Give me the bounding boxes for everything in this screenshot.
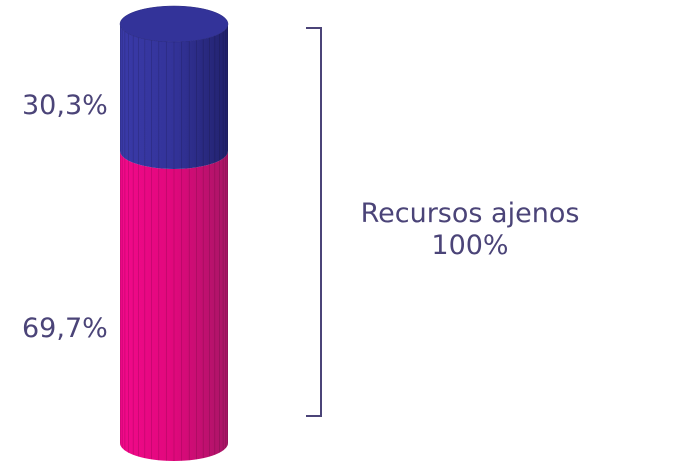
cylinder-top-cap [119,5,229,43]
cylinder-segment-1 [120,150,228,461]
total-label: Recursos ajenos 100% [360,198,580,263]
total-label-line2: 100% [431,230,509,262]
total-bracket [306,27,322,417]
cylinder-segment-2 [120,24,228,169]
data-label-series-2: 30,3% [22,90,108,121]
data-label-series-1: 69,7% [22,313,108,344]
total-label-line1: Recursos ajenos [360,198,580,229]
